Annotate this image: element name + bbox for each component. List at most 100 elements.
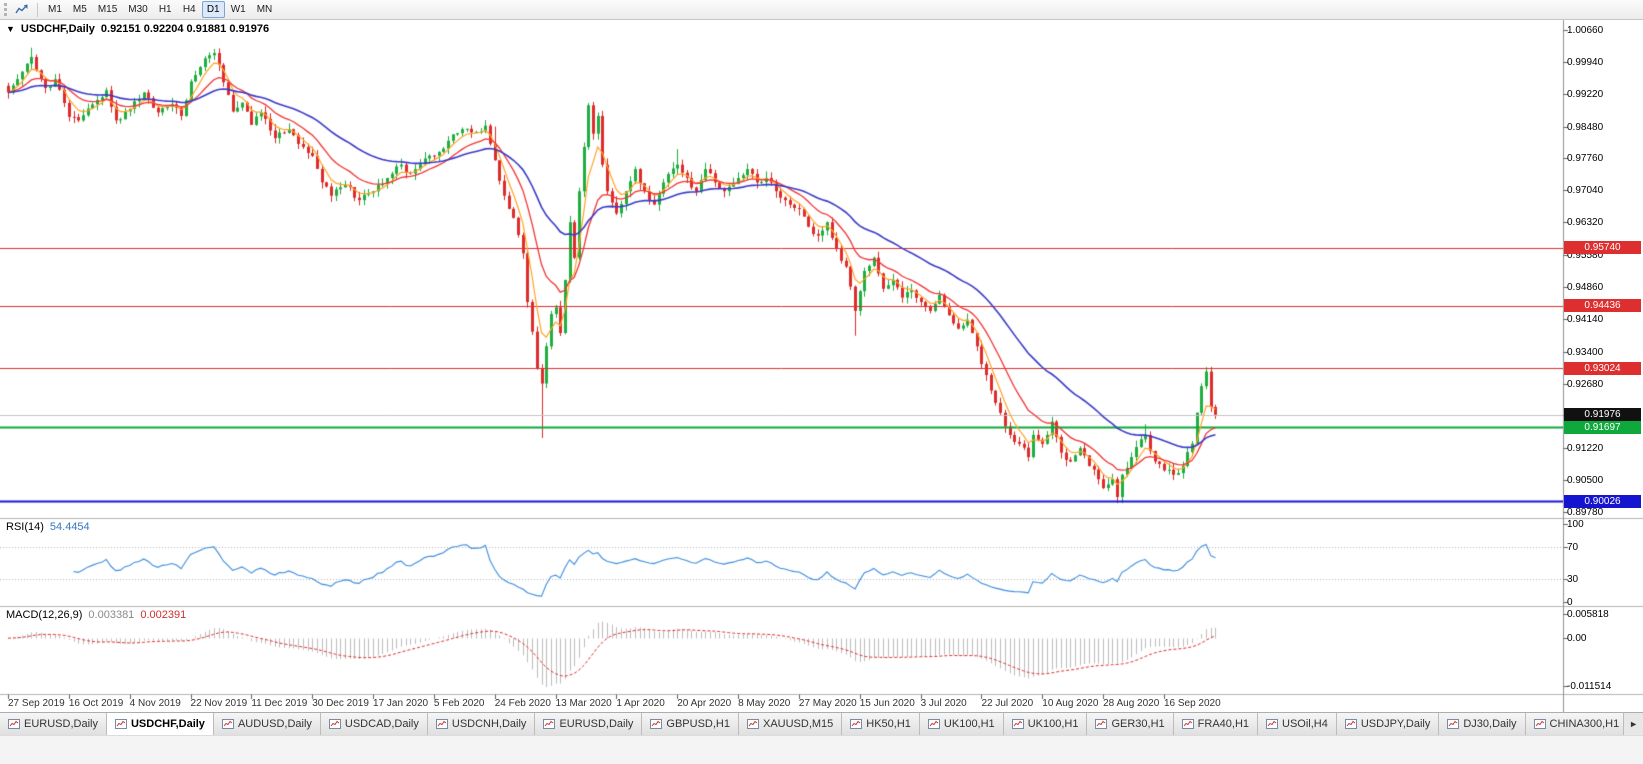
chart-tab-gbpusd-h1[interactable]: GBPUSD,H1 xyxy=(642,713,739,735)
rsi-axis-tick: 100 xyxy=(1567,519,1584,530)
chart-tab-icon xyxy=(1011,719,1024,729)
date-axis-label: 27 May 2020 xyxy=(798,698,857,709)
chart-tab-label: HK50,H1 xyxy=(866,718,911,730)
chart-tab-icon xyxy=(1447,719,1460,729)
chart-tab-label: FRA40,H1 xyxy=(1197,718,1250,730)
macd-axis-tick: 0.00 xyxy=(1567,633,1587,645)
chart-tab-icon xyxy=(1266,719,1279,729)
chart-tab-usdcad-daily[interactable]: USDCAD,Daily xyxy=(320,713,428,735)
rsi-axis-tick: 30 xyxy=(1567,573,1579,585)
chart-tab-icon xyxy=(8,719,20,729)
chart-tab-label: DJ30,Daily xyxy=(1463,718,1517,730)
macd-indicator-label: MACD(12,26,9) 0.003381 0.002391 xyxy=(6,609,186,621)
rsi-indicator-label: RSI(14) 54.4454 xyxy=(6,521,90,533)
timeframe-buttons: M1 M5 M15 M30 H1 H4 D1 W1 MN xyxy=(43,1,277,18)
chart-tab-xauusd-m15[interactable]: XAUUSD,M15 xyxy=(738,713,843,735)
chart-tab-icon xyxy=(435,719,448,729)
chart-tab-uk100-h1[interactable]: UK100,H1 xyxy=(919,713,1004,735)
chart-tab-icon xyxy=(746,719,759,729)
chart-tab-icon xyxy=(543,719,556,729)
rsi-axis-tick: 70 xyxy=(1567,542,1579,554)
chart-tab-label: USDJPY,Daily xyxy=(1360,718,1431,730)
price-axis-tick: 0.94140 xyxy=(1567,313,1604,325)
chart-ohlc-values: 0.92151 0.92204 0.91881 0.91976 xyxy=(100,23,270,35)
chart-tab-label: EURUSD,Daily xyxy=(559,718,634,730)
chart-tab-china300-h1[interactable]: CHINA300,H1 xyxy=(1525,713,1629,735)
chart-header: ▼ USDCHF,Daily 0.92151 0.92204 0.91881 0… xyxy=(6,23,269,35)
date-axis-label: 13 Mar 2020 xyxy=(555,698,612,709)
price-level-badge: 0.95740 xyxy=(1564,241,1641,255)
chart-tabs: EURUSD,Daily USDCHF,Daily AUDUSD,Daily USDC… xyxy=(0,713,1643,735)
one-click-trading-icon[interactable]: ▼ xyxy=(6,23,15,34)
timeframe-button-w1[interactable]: W1 xyxy=(230,4,246,15)
chart-tab-uk100-h1[interactable]: UK100,H1 xyxy=(1003,713,1088,735)
chart-tab-audusd-daily[interactable]: AUDUSD,Daily xyxy=(213,713,321,735)
chart-tab-label: XAUUSD,M15 xyxy=(762,718,834,730)
chart-tab-icon xyxy=(221,719,234,729)
tab-scroll-buttons: ► xyxy=(1623,712,1643,735)
current-price-badge: 0.91976 xyxy=(1564,408,1641,422)
toolbar-grip[interactable] xyxy=(4,3,7,16)
rsi-name: RSI(14) xyxy=(6,521,44,533)
date-axis-label: 11 Dec 2019 xyxy=(251,698,308,709)
price-axis-tick: 0.91220 xyxy=(1567,443,1604,455)
timeframe-button-m15[interactable]: M15 xyxy=(97,4,118,15)
price-axis-tick: 0.96320 xyxy=(1567,217,1604,229)
price-level-badge: 0.91697 xyxy=(1564,420,1641,434)
date-axis-label: 22 Nov 2019 xyxy=(190,698,248,709)
date-axis-label: 15 Jun 2020 xyxy=(859,698,915,709)
price-axis-tick: 0.95580 xyxy=(1567,250,1604,262)
macd-name: MACD(12,26,9) xyxy=(6,609,83,621)
timeframe-button-mn[interactable]: MN xyxy=(256,4,273,15)
chart-tab-icon xyxy=(1533,719,1546,729)
chart-arrow-icon[interactable] xyxy=(12,1,32,18)
chart-tab-icon xyxy=(927,719,940,729)
price-axis-tick: 1.00660 xyxy=(1567,25,1604,36)
chart-tab-label: UK100,H1 xyxy=(1027,718,1079,730)
chart-tab-label: EURUSD,Daily xyxy=(24,718,98,730)
chart-tab-usoil-h4[interactable]: USOil,H4 xyxy=(1258,713,1337,735)
chart-tab-label: GBPUSD,H1 xyxy=(666,718,730,730)
timeframe-button-h4[interactable]: H4 xyxy=(182,4,196,15)
date-axis-label: 1 Apr 2020 xyxy=(616,698,665,709)
tab-scroll-right-icon[interactable]: ► xyxy=(1629,719,1638,729)
chart-tab-label: USOil,H4 xyxy=(1282,718,1328,730)
chart-tab-dj30-daily[interactable]: DJ30,Daily xyxy=(1439,713,1526,735)
chart-tab-eurusd-daily[interactable]: EURUSD,Daily xyxy=(0,713,107,735)
chart-tab-icon xyxy=(1095,719,1108,729)
timeframe-button-m30[interactable]: M30 xyxy=(128,4,148,15)
price-axis-tick: 0.93400 xyxy=(1567,346,1604,358)
chart-tab-icon xyxy=(328,719,341,729)
chart-tab-label: GER30,H1 xyxy=(1111,718,1165,730)
chart-tab-label: CHINA300,H1 xyxy=(1549,718,1620,730)
chart-tab-label: USDCAD,Daily xyxy=(344,718,419,730)
timeframe-button-m5[interactable]: M5 xyxy=(72,4,87,15)
chart-tab-usdcnh-daily[interactable]: USDCNH,Daily xyxy=(427,713,536,735)
date-axis-label: 16 Oct 2019 xyxy=(68,698,124,709)
price-level-badge: 0.90026 xyxy=(1564,494,1641,508)
rsi-value: 54.4454 xyxy=(49,521,90,533)
date-axis-label: 5 Feb 2020 xyxy=(433,698,485,709)
chart-tab-ger30-h1[interactable]: GER30,H1 xyxy=(1087,713,1174,735)
price-axis-tick: 0.97760 xyxy=(1567,153,1604,165)
price-axis-tick: 0.98480 xyxy=(1567,121,1604,133)
date-axis-label: 22 Jul 2020 xyxy=(981,698,1034,709)
chart-tab-usdchf-daily[interactable]: USDCHF,Daily xyxy=(106,713,214,735)
date-axis-label: 4 Nov 2019 xyxy=(129,698,181,709)
date-axis-label: 28 Aug 2020 xyxy=(1103,698,1160,709)
chart-canvas[interactable] xyxy=(0,0,1643,712)
chart-tab-icon xyxy=(1181,719,1194,729)
date-axis-label: 27 Sep 2019 xyxy=(8,698,65,709)
price-axis-tick: 0.99220 xyxy=(1567,88,1604,100)
chart-tab-eurusd-daily[interactable]: EURUSD,Daily xyxy=(535,713,643,735)
chart-tab-fra40-h1[interactable]: FRA40,H1 xyxy=(1173,713,1259,735)
chart-tab-hk50-h1[interactable]: HK50,H1 xyxy=(842,713,920,735)
price-axis-tick: 0.97040 xyxy=(1567,185,1604,197)
timeframe-button-d1[interactable]: D1 xyxy=(201,1,225,18)
toolbar-separator xyxy=(37,2,38,17)
chart-tab-usdjpy-daily[interactable]: USDJPY,Daily xyxy=(1336,713,1440,735)
timeframe-button-h1[interactable]: H1 xyxy=(158,4,172,15)
status-strip xyxy=(0,735,1643,764)
timeframe-button-m1[interactable]: M1 xyxy=(48,4,62,15)
